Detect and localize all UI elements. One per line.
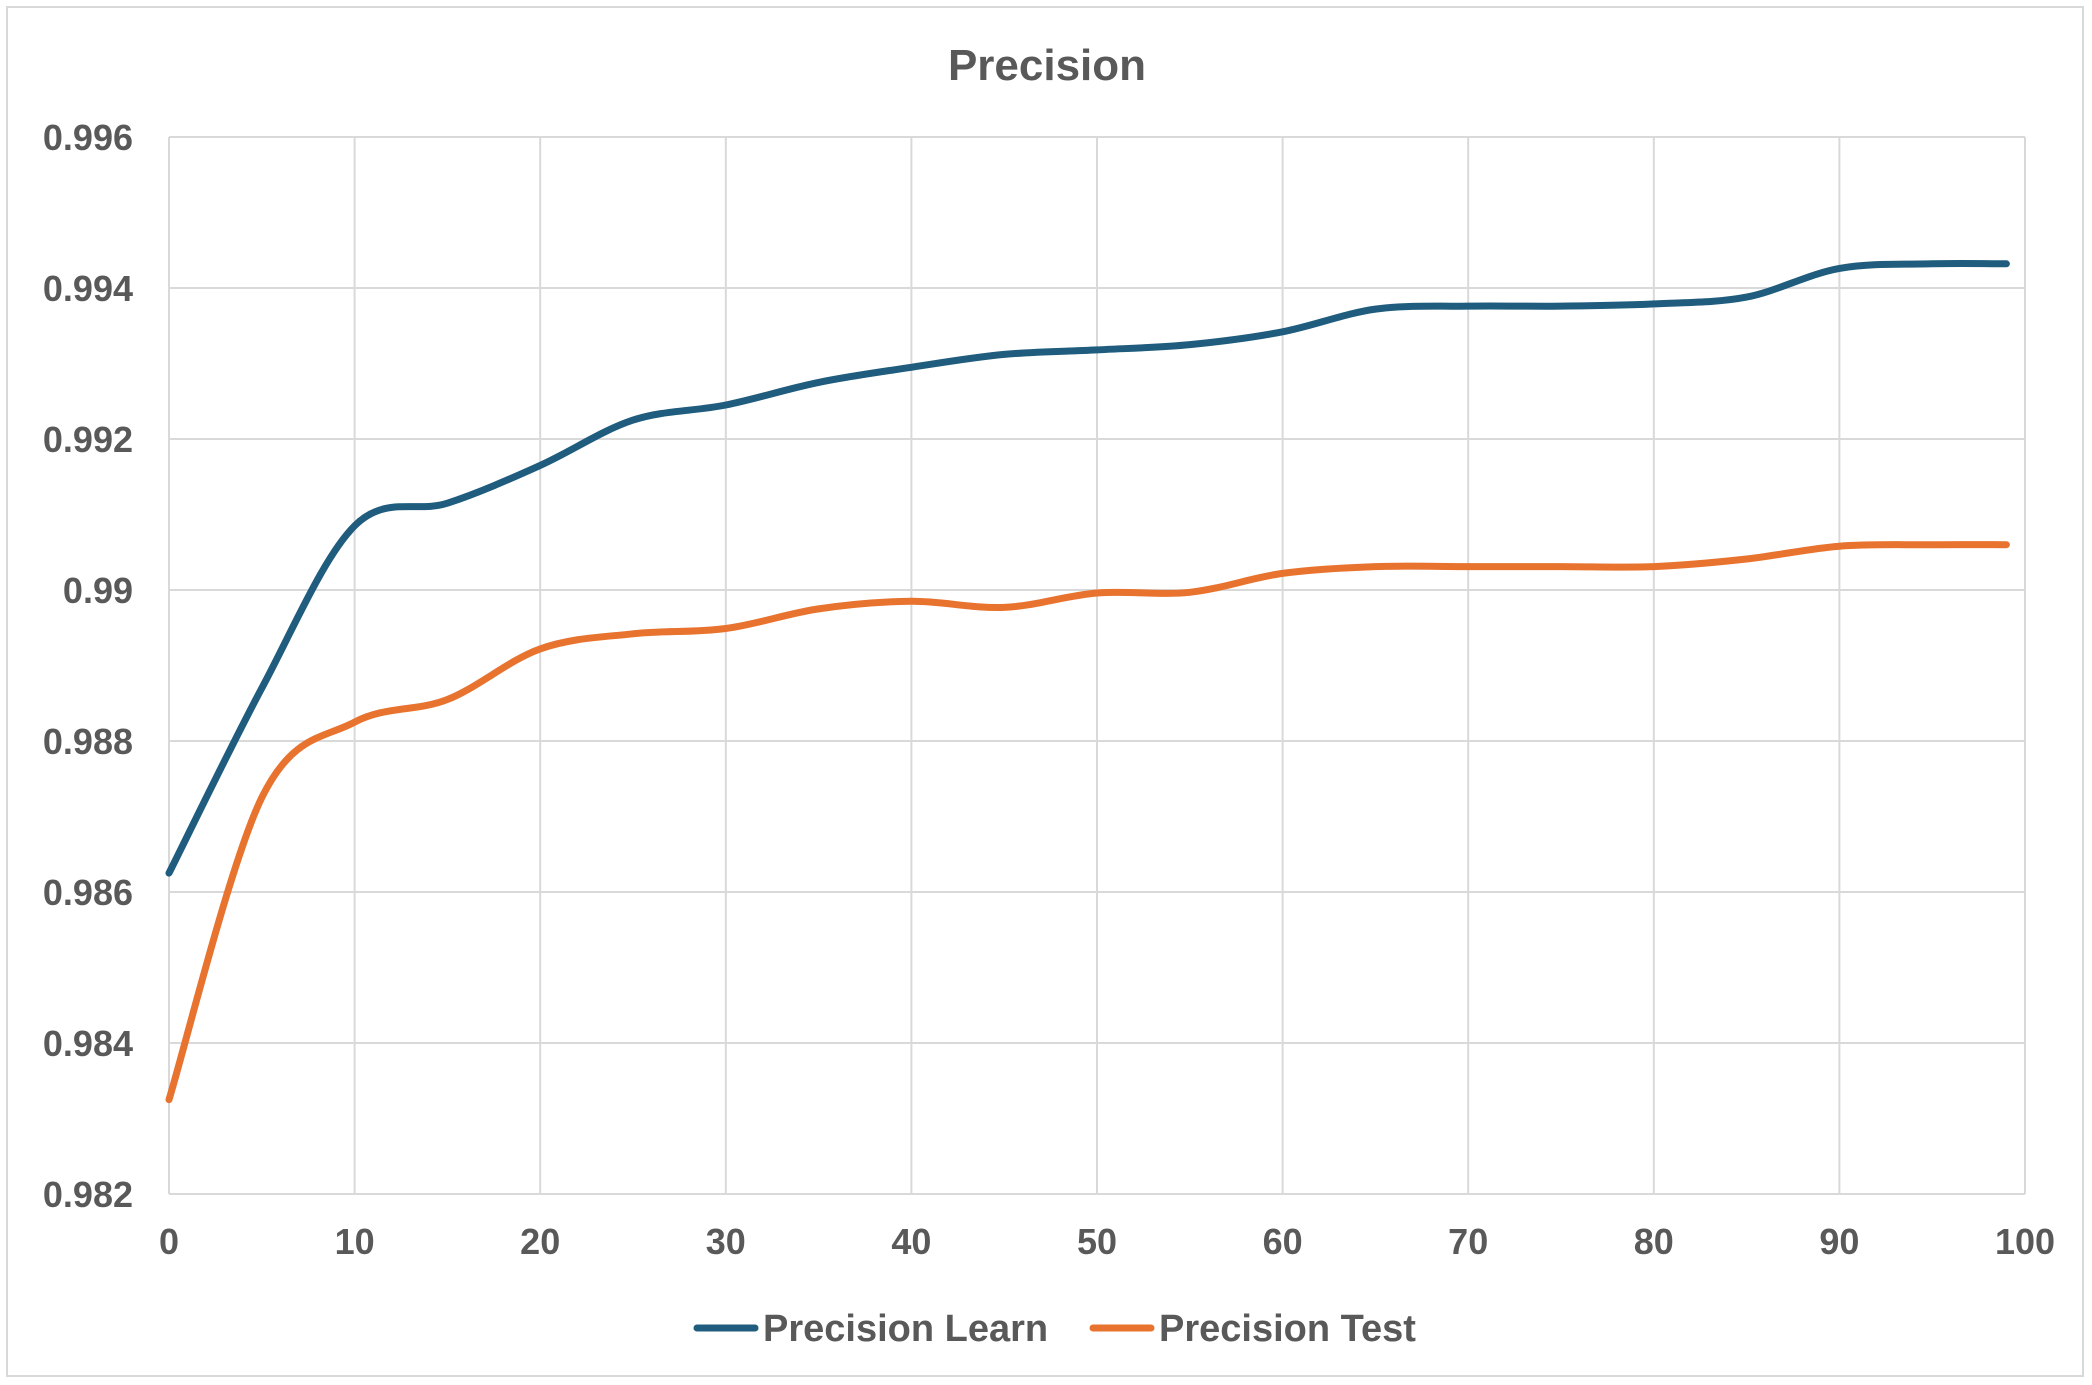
x-tick-label: 90 xyxy=(1819,1221,1859,1262)
legend-label: Precision Learn xyxy=(763,1308,1048,1350)
chart-frame: 0.982 0.984 0.986 0.988 0.99 0.992 0.994 0.996 … xyxy=(6,6,2084,1377)
line-chart: 0.9820.9840.9860.9880.990.9920.9940.996 … xyxy=(43,41,2055,1350)
x-tick-label: 30 xyxy=(706,1221,746,1262)
x-tick-label: 10 xyxy=(335,1221,375,1262)
x-tick-label: 40 xyxy=(891,1221,931,1262)
y-axis-tick-labels: 0.982 0.984 0.986 0.988 0.99 0.992 0.994 0.996 xyxy=(43,117,133,1215)
x-axis-tick-labels: 0 10 20 30 40 50 60 70 80 90 100 xyxy=(159,1221,2055,1262)
x-tick-label: 50 xyxy=(1077,1221,1117,1262)
y-tick-label: 0.994 xyxy=(43,268,133,309)
y-tick-label: 0.99 xyxy=(63,570,133,611)
x-tick-label: 0 xyxy=(159,1221,179,1262)
y-tick-label: 0.986 xyxy=(43,872,133,913)
x-tick-label: 70 xyxy=(1448,1221,1488,1262)
series-line-precision-test xyxy=(165,541,2010,1104)
series-line-precision-learn xyxy=(165,259,2010,877)
y-tick-label: 0.988 xyxy=(43,721,133,762)
legend-label: Precision Test xyxy=(1159,1308,1416,1350)
y-tick-label: 0.992 xyxy=(43,419,133,460)
x-tick-label: 100 xyxy=(1995,1221,2055,1262)
chart-title: Precision xyxy=(948,41,1146,90)
y-tick-label: 0.996 xyxy=(43,117,133,158)
x-tick-label: 80 xyxy=(1634,1221,1674,1262)
series-lines xyxy=(165,259,2010,1104)
y-tick-label: 0.984 xyxy=(43,1023,133,1064)
x-tick-label: 60 xyxy=(1263,1221,1303,1262)
legend: Precision Learn Precision Test xyxy=(693,1308,1416,1350)
x-tick-label: 20 xyxy=(520,1221,560,1262)
y-tick-label: 0.982 xyxy=(43,1174,133,1215)
